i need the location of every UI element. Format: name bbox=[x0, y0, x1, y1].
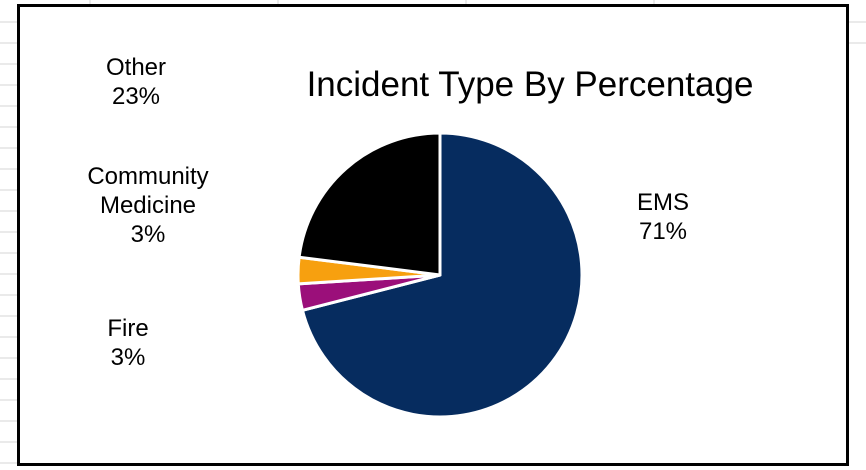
data-label-other-percent: 23% bbox=[111, 83, 161, 110]
pie-slice-other[interactable] bbox=[297, 131, 442, 277]
chart-area[interactable]: Incident Type By Percentage EMS 71% Fire… bbox=[17, 4, 849, 466]
data-label-other-name: Other bbox=[105, 54, 167, 81]
data-label-community-medicine-name-2: Medicine bbox=[99, 192, 197, 219]
data-label-other: Other 23% bbox=[81, 53, 191, 111]
data-label-fire: Fire 3% bbox=[73, 314, 183, 372]
data-label-fire-percent: 3% bbox=[110, 344, 146, 371]
chart-title: Incident Type By Percentage bbox=[306, 65, 754, 104]
data-label-ems: EMS 71% bbox=[608, 188, 718, 246]
data-label-community-medicine-percent: 3% bbox=[130, 221, 166, 248]
data-label-community-medicine-name-1: Community bbox=[87, 163, 209, 190]
data-label-ems-percent: 71% bbox=[638, 218, 688, 245]
data-label-ems-name: EMS bbox=[636, 189, 689, 216]
pie-chart bbox=[296, 131, 584, 419]
pie-slice-ems[interactable] bbox=[300, 131, 584, 419]
data-label-fire-name: Fire bbox=[107, 315, 149, 342]
data-label-community-medicine: Community Medicine 3% bbox=[53, 162, 243, 249]
